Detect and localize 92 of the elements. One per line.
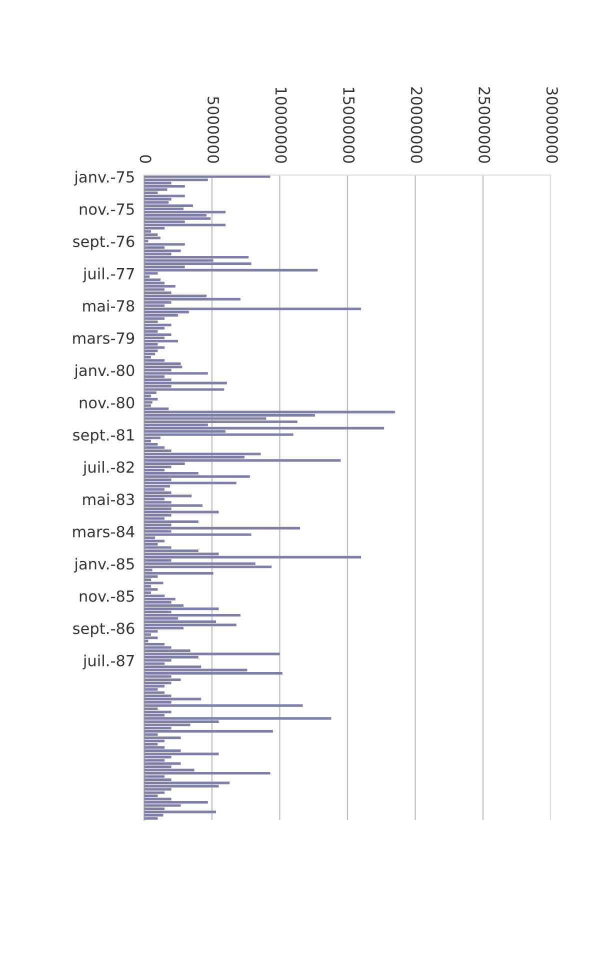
bar	[144, 672, 282, 675]
bar	[144, 410, 395, 414]
bar	[144, 256, 249, 259]
y-tick-label: janv.-80	[74, 364, 134, 380]
x-tick-label: 25000000	[478, 87, 490, 163]
y-tick-label: juil.-77	[82, 268, 134, 282]
bar	[144, 278, 160, 282]
bar	[144, 268, 318, 272]
bar	[144, 398, 158, 400]
bar	[144, 752, 219, 756]
bar	[144, 556, 362, 558]
x-tick-label: 15000000	[343, 88, 355, 163]
y-tick-label: juil.-87	[82, 654, 134, 670]
bar	[144, 540, 165, 542]
bar	[144, 475, 250, 478]
y-tick-label: mars-79	[73, 332, 134, 344]
y-tick-label: mai-83	[83, 493, 134, 506]
bar	[144, 652, 280, 656]
x-tick-label: 0	[140, 155, 152, 163]
bar	[144, 607, 219, 610]
x-tick-label: 5000000	[208, 97, 220, 163]
bar	[144, 185, 185, 188]
bar	[144, 588, 158, 591]
bar	[144, 420, 298, 424]
bar	[144, 388, 224, 391]
bar	[144, 340, 178, 342]
bar	[144, 175, 270, 178]
bar	[144, 762, 181, 765]
bar	[144, 236, 160, 240]
bar	[144, 372, 208, 375]
bar	[144, 308, 362, 310]
bar	[144, 352, 156, 356]
bar	[144, 250, 181, 252]
bar	[144, 298, 240, 300]
bar	[144, 566, 272, 568]
bar	[144, 624, 236, 626]
bar	[144, 800, 208, 804]
x-tick-label: 20000000	[410, 87, 422, 163]
bar	[144, 346, 165, 349]
bar	[144, 782, 230, 784]
bar	[144, 433, 294, 436]
x-tick-label: 10000000	[275, 88, 287, 163]
bar	[144, 730, 273, 733]
bar	[144, 243, 185, 246]
bar	[144, 698, 202, 700]
bar	[144, 366, 182, 368]
bar	[144, 459, 341, 462]
y-tick-label: janv.-75	[74, 170, 134, 186]
bar	[144, 426, 384, 430]
bar	[144, 482, 236, 484]
bar	[144, 382, 227, 384]
bar	[144, 333, 172, 336]
bar	[144, 204, 193, 207]
y-tick-label: janv.-85	[74, 558, 134, 573]
bar	[144, 582, 164, 584]
bar	[144, 772, 270, 775]
bar	[144, 598, 176, 600]
bar	[144, 810, 216, 814]
bar	[144, 572, 214, 575]
bar	[144, 324, 172, 326]
bar	[144, 494, 192, 498]
y-tick-label: mars-84	[73, 526, 134, 538]
bar	[144, 285, 176, 288]
y-tick-label: mai-78	[83, 300, 134, 312]
y-tick-label: sept.-76	[73, 236, 134, 250]
bar	[144, 233, 158, 236]
bar	[144, 452, 261, 456]
bar	[144, 510, 219, 514]
bar	[144, 736, 181, 740]
bar	[144, 262, 252, 266]
bar	[144, 362, 181, 365]
y-tick-label: nov.-85	[80, 590, 134, 602]
bar	[144, 533, 252, 536]
y-tick-label: sept.-81	[73, 429, 134, 444]
bar	[144, 704, 303, 707]
bar	[144, 217, 211, 220]
bar	[144, 614, 240, 617]
y-tick-label: nov.-75	[80, 204, 134, 215]
bar	[144, 224, 226, 226]
x-tick-label: 30000000	[546, 87, 558, 163]
bar	[144, 678, 181, 682]
bar	[144, 210, 226, 214]
y-tick-label: sept.-86	[73, 622, 134, 638]
bar	[144, 717, 332, 720]
bar	[144, 194, 185, 198]
y-tick-label: nov.-80	[80, 396, 134, 408]
bar	[144, 636, 158, 640]
bar	[144, 710, 172, 714]
bar	[144, 504, 202, 507]
bar	[144, 526, 300, 530]
bar	[144, 520, 198, 523]
y-tick-label: juil.-82	[82, 461, 134, 476]
